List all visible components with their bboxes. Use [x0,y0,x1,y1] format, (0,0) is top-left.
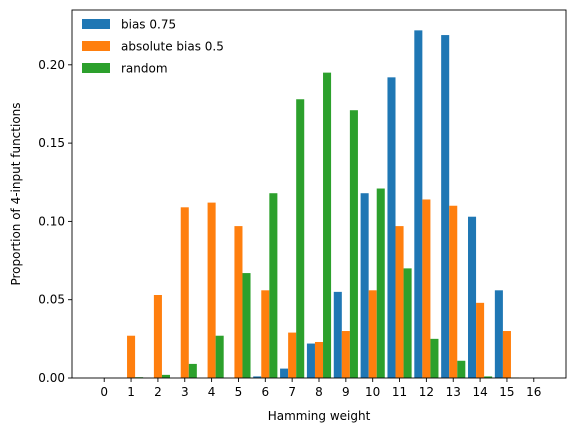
y-tick-label: 0.15 [38,136,65,150]
legend-swatch [82,63,110,73]
bar-0-8 [306,343,315,378]
bar-1-12 [422,199,431,378]
bar-1-13 [449,205,458,378]
x-tick-label: 13 [446,385,461,399]
legend-label: random [121,62,168,76]
bar-1-1 [127,335,136,378]
y-tick-label: 0.05 [38,293,65,307]
bar-0-10 [360,193,369,378]
legend-swatch [82,19,110,29]
x-tick-label: 7 [288,385,296,399]
y-tick-label: 0.00 [38,371,65,385]
x-tick-label: 10 [365,385,380,399]
y-tick-label: 0.10 [38,214,65,228]
bar-2-6 [269,193,278,378]
legend: bias 0.75 absolute bias 0.5 random [82,18,224,76]
bar-0-15 [494,290,503,378]
bar-2-7 [296,99,305,378]
bar-2-12 [430,338,439,378]
bar-2-2 [161,374,170,378]
x-tick-label: 0 [100,385,108,399]
bar-2-5 [242,273,251,378]
bar-2-11 [403,268,412,378]
bars-layer [127,30,520,379]
bar-2-13 [457,360,466,378]
bar-0-6 [253,376,262,378]
bar-1-10 [368,290,377,378]
x-tick-label: 6 [261,385,269,399]
bar-1-8 [314,341,324,378]
x-tick-label: 14 [472,385,487,399]
bar-1-2 [153,295,162,378]
x-tick-label: 4 [208,385,216,399]
x-tick-label: 15 [499,385,514,399]
bar-0-7 [280,368,289,378]
bar-0-12 [414,30,423,379]
x-tick-label: 12 [419,385,434,399]
x-tick-label: 8 [315,385,323,399]
x-tick-label: 11 [392,385,407,399]
bar-2-9 [349,110,358,378]
x-tick-label: 5 [235,385,243,399]
bar-2-3 [188,363,197,378]
bar-1-4 [207,202,216,378]
x-tick-label: 3 [181,385,189,399]
x-tick-label: 1 [127,385,135,399]
bar-1-6 [261,290,270,378]
axes-layer: 0 1 2 3 4 5 6 7 8 9 10 11 12 13 14 15 160.000.050.100.15… [38,9,567,399]
y-tick-label: 0.20 [38,58,65,72]
x-axis-label: Hamming weight [268,409,371,423]
bar-1-11 [395,226,404,378]
bar-0-9 [333,291,342,378]
legend-label: absolute bias 0.5 [121,40,224,54]
bar-1-5 [234,226,243,378]
x-tick-label: 16 [526,385,541,399]
bar-0-14 [468,216,477,378]
bar-1-14 [476,302,485,378]
y-axis-label: Proportion of 4-input functions [9,102,23,285]
bar-2-8 [323,72,332,378]
legend-swatch [82,41,110,51]
bar-0-11 [387,77,396,378]
bar-2-4 [215,335,224,378]
bar-0-13 [441,35,450,379]
bar-2-14 [484,376,493,378]
legend-label: bias 0.75 [121,18,176,32]
x-tick-label: 9 [342,385,350,399]
bar-2-10 [376,188,385,378]
bar-1-9 [341,331,350,378]
x-tick-label: 2 [154,385,162,399]
bar-1-15 [502,331,511,378]
bar-1-3 [180,207,189,378]
bar-1-7 [288,332,297,378]
